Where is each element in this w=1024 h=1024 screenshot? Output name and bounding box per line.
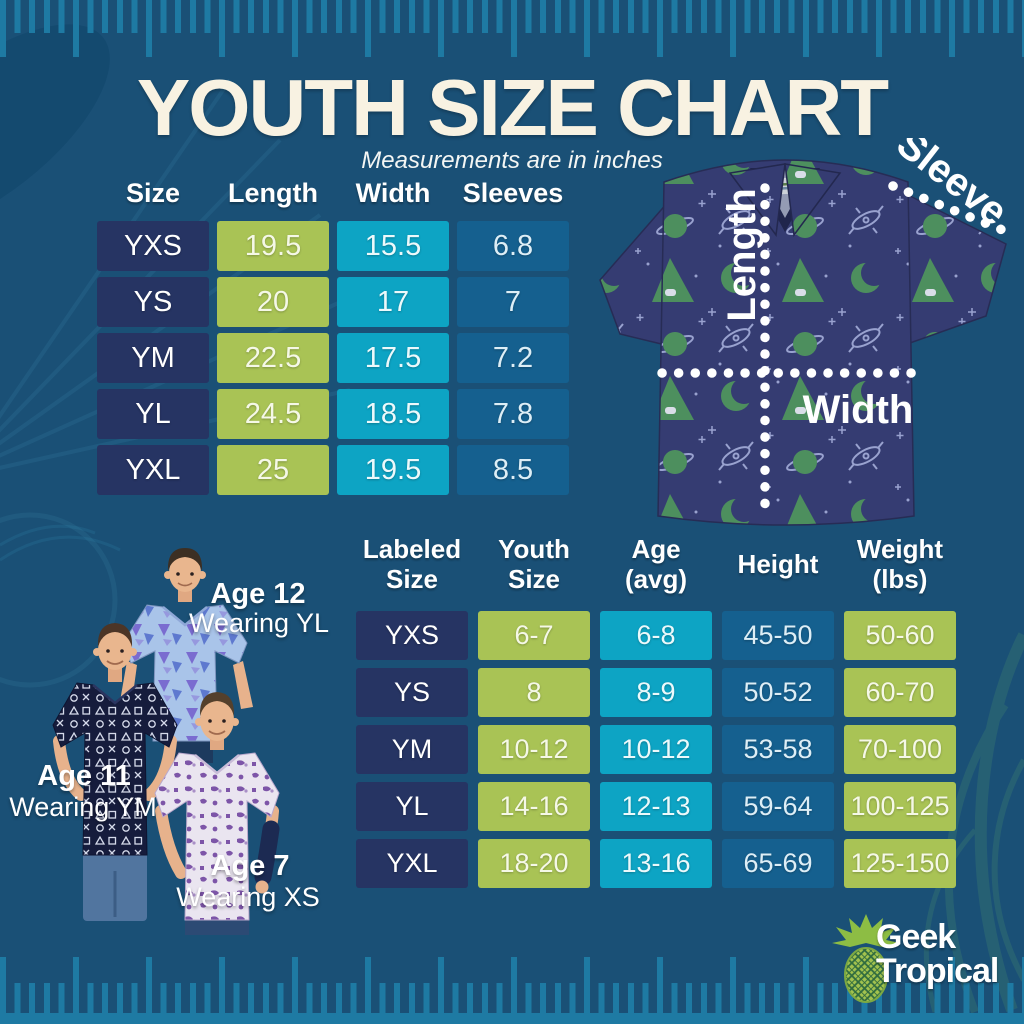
size-label-cell: YM	[356, 725, 468, 774]
size-label-cell: YS	[97, 277, 209, 327]
age-cell: 6-8	[600, 611, 712, 660]
width-cell: 17	[337, 277, 449, 327]
height-cell: 65-69	[722, 839, 834, 888]
length-cell: 19.5	[217, 221, 329, 271]
length-cell: 24.5	[217, 389, 329, 439]
youth-size-cell: 6-7	[478, 611, 590, 660]
ruler-bottom-bar	[0, 1013, 1024, 1024]
age-cell: 13-16	[600, 839, 712, 888]
length-cell: 20	[217, 277, 329, 327]
sleeves-cell: 7.8	[457, 389, 569, 439]
length-cell: 22.5	[217, 333, 329, 383]
height-cell: 59-64	[722, 782, 834, 831]
age-cell: 12-13	[600, 782, 712, 831]
sleeves-cell: 7	[457, 277, 569, 327]
size-label-cell: YXL	[97, 445, 209, 495]
width-cell: 18.5	[337, 389, 449, 439]
column-header: Age (avg)	[624, 534, 688, 594]
measure-dotted-lines	[657, 181, 1015, 523]
model-photos-illustration	[52, 548, 280, 935]
size-label-cell: YM	[97, 333, 209, 383]
page-subtitle: Measurements are in inches	[361, 147, 663, 174]
youth-size-cell: 14-16	[478, 782, 590, 831]
youth-size-cell: 10-12	[478, 725, 590, 774]
brand-name-line-1: Geek	[876, 918, 956, 956]
size-label-cell: YL	[356, 782, 468, 831]
weight-cell: 125-150	[844, 839, 956, 888]
youth-size-cell: 8	[478, 668, 590, 717]
column-header: Height	[737, 549, 819, 580]
length-label: Length	[720, 188, 764, 321]
size-label-cell: YXS	[97, 221, 209, 271]
measurement-table: Size Length Width Sleeves YXS 19.5 15.5 …	[97, 171, 569, 495]
weight-cell: 50-60	[844, 611, 956, 660]
height-cell: 45-50	[722, 611, 834, 660]
sleeves-cell: 6.8	[457, 221, 569, 271]
model-wearing-label: Wearing YM	[9, 792, 157, 822]
width-cell: 17.5	[337, 333, 449, 383]
model-photo-age-7	[154, 692, 280, 935]
column-header: Weight (lbs)	[856, 534, 944, 594]
ruler-top-major-ticks	[0, 0, 1024, 57]
length-cell: 25	[217, 445, 329, 495]
sleeve-dotted-line	[888, 181, 1015, 238]
width-cell: 19.5	[337, 445, 449, 495]
size-label-cell: YL	[97, 389, 209, 439]
youth-size-cell: 18-20	[478, 839, 590, 888]
sleeves-cell: 8.5	[457, 445, 569, 495]
brand-name-line-2: Tropical	[876, 952, 999, 990]
column-header: Length	[228, 177, 318, 208]
width-cell: 15.5	[337, 221, 449, 271]
size-label-cell: YXS	[356, 611, 468, 660]
column-header: Labeled Size	[362, 534, 462, 594]
age-cell: 10-12	[600, 725, 712, 774]
age-cell: 8-9	[600, 668, 712, 717]
weight-cell: 70-100	[844, 725, 956, 774]
shirt-diagram-illustration: Length Width Sleeve	[599, 138, 1015, 526]
age-size-table: Labeled Size Youth Size Age (avg) Height…	[356, 527, 956, 888]
height-cell: 50-52	[722, 668, 834, 717]
page-title: YOUTH SIZE CHART	[136, 63, 889, 152]
weight-cell: 100-125	[844, 782, 956, 831]
column-header: Size	[125, 177, 181, 208]
sleeves-cell: 7.2	[457, 333, 569, 383]
column-header: Youth Size	[498, 534, 570, 594]
weight-cell: 60-70	[844, 668, 956, 717]
size-label-cell: YXL	[356, 839, 468, 888]
model-age-label: Age 7	[210, 850, 290, 882]
model-age-label: Age 11	[37, 760, 131, 792]
size-label-cell: YS	[356, 668, 468, 717]
pineapple-icon	[832, 914, 900, 1003]
model-age-label: Age 12	[210, 578, 306, 610]
height-cell: 53-58	[722, 725, 834, 774]
width-label: Width	[803, 388, 914, 432]
column-header: Width	[355, 177, 431, 208]
model-photo-age-11	[52, 623, 178, 921]
model-wearing-label: Wearing YL	[188, 608, 330, 638]
model-wearing-label: Wearing XS	[176, 882, 320, 912]
column-header: Sleeves	[462, 177, 564, 208]
